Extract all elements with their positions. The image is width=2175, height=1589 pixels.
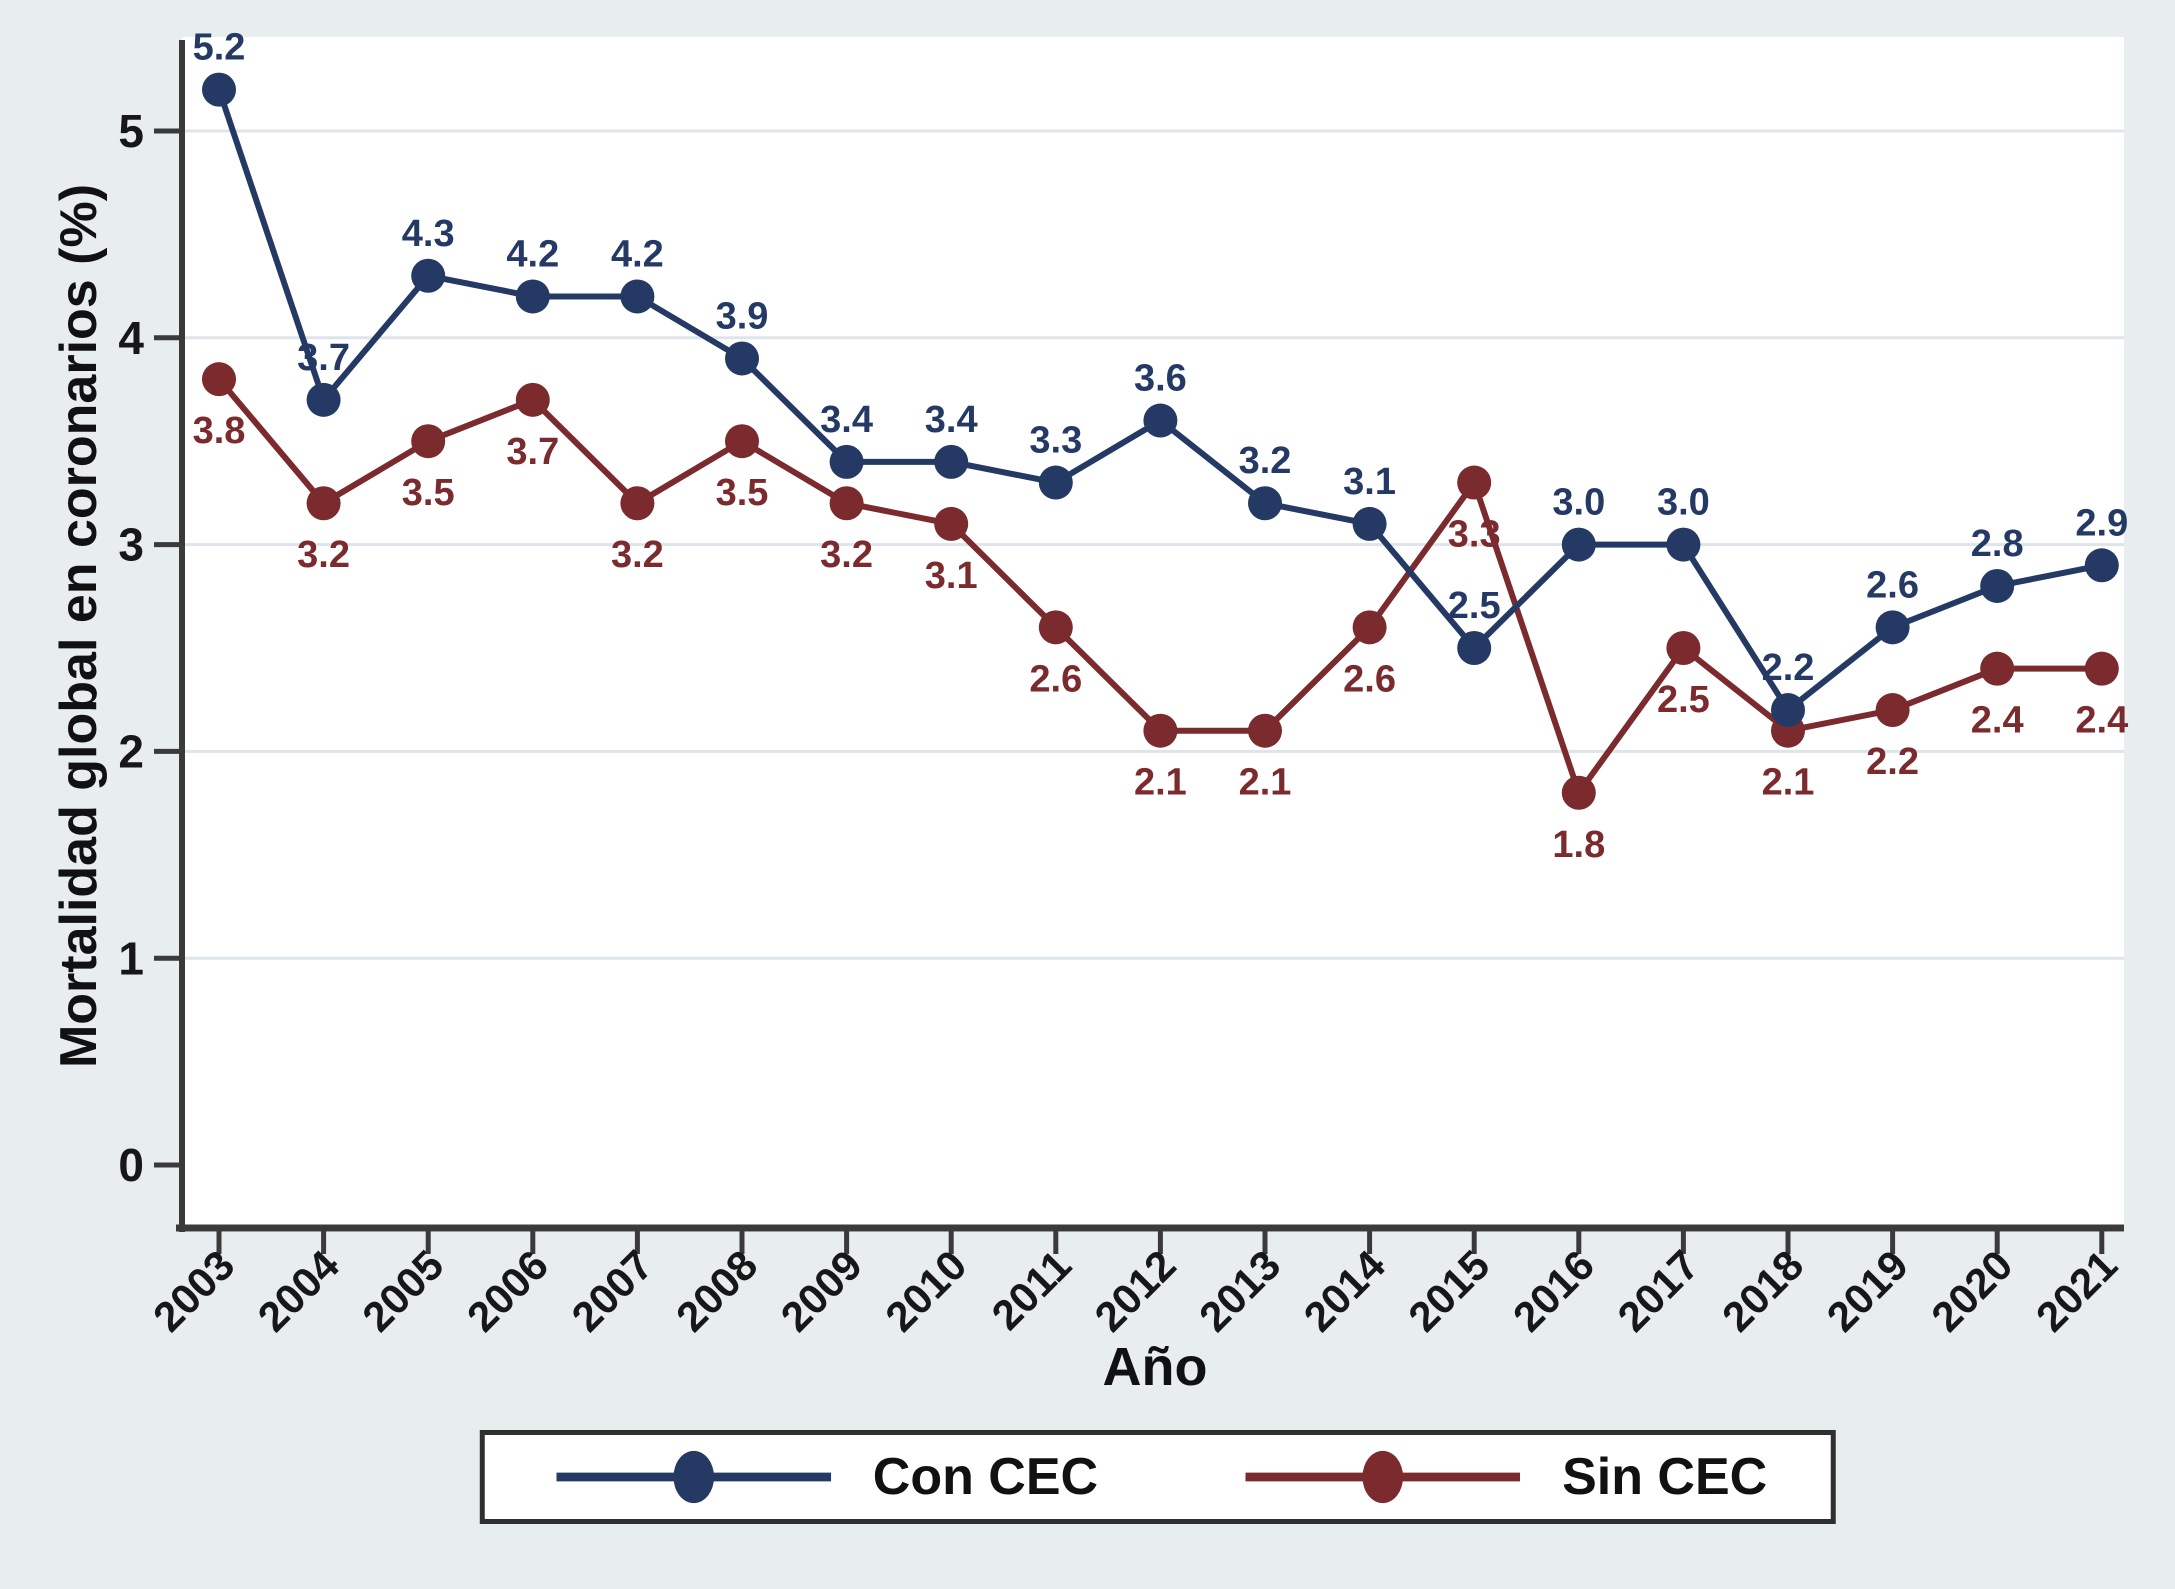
svg-text:2018: 2018 bbox=[1713, 1241, 1812, 1340]
svg-text:0: 0 bbox=[118, 1139, 144, 1191]
svg-text:2004: 2004 bbox=[249, 1241, 349, 1341]
svg-text:2.4: 2.4 bbox=[2075, 700, 2128, 742]
legend: Con CEC Sin CEC bbox=[479, 1430, 1837, 1524]
svg-text:4.3: 4.3 bbox=[402, 213, 455, 255]
svg-text:2.1: 2.1 bbox=[1762, 762, 1815, 804]
svg-text:2.9: 2.9 bbox=[2075, 502, 2128, 544]
svg-text:2.6: 2.6 bbox=[1343, 658, 1396, 700]
svg-text:2005: 2005 bbox=[353, 1241, 452, 1340]
svg-text:3.0: 3.0 bbox=[1552, 482, 1605, 524]
svg-text:2.2: 2.2 bbox=[1762, 647, 1815, 689]
svg-text:3.7: 3.7 bbox=[506, 431, 559, 473]
legend-label-sin-cec: Sin CEC bbox=[1562, 1448, 1768, 1506]
svg-text:3.6: 3.6 bbox=[1134, 358, 1187, 400]
svg-text:2014: 2014 bbox=[1295, 1241, 1395, 1341]
svg-text:2.6: 2.6 bbox=[1866, 564, 1919, 606]
svg-text:2009: 2009 bbox=[772, 1241, 871, 1340]
svg-text:2003: 2003 bbox=[144, 1241, 243, 1340]
svg-text:3.2: 3.2 bbox=[611, 534, 664, 576]
sin-cec-line-swatch bbox=[1245, 1450, 1521, 1504]
svg-text:3.4: 3.4 bbox=[820, 399, 873, 441]
svg-text:3.3: 3.3 bbox=[1448, 514, 1501, 556]
svg-text:2007: 2007 bbox=[562, 1241, 661, 1340]
svg-text:3.1: 3.1 bbox=[1343, 461, 1396, 503]
con-cec-line-swatch bbox=[556, 1450, 832, 1504]
svg-text:3.2: 3.2 bbox=[820, 534, 873, 576]
svg-text:2012: 2012 bbox=[1085, 1241, 1184, 1340]
svg-text:3.2: 3.2 bbox=[297, 534, 350, 576]
y-axis-title: Mortalidad global en coronarios (%) bbox=[50, 183, 108, 1069]
x-axis-title: Año bbox=[1102, 1337, 1208, 1397]
svg-text:2: 2 bbox=[118, 726, 144, 778]
svg-text:2.2: 2.2 bbox=[1866, 741, 1919, 783]
svg-text:3.1: 3.1 bbox=[925, 555, 978, 597]
svg-text:2006: 2006 bbox=[458, 1241, 557, 1340]
svg-text:2010: 2010 bbox=[876, 1241, 975, 1340]
svg-text:3: 3 bbox=[118, 519, 144, 571]
svg-text:2.6: 2.6 bbox=[1029, 658, 1082, 700]
svg-text:3.4: 3.4 bbox=[925, 399, 978, 441]
svg-text:2.8: 2.8 bbox=[1971, 523, 2024, 565]
svg-text:3.0: 3.0 bbox=[1657, 482, 1710, 524]
svg-text:2.5: 2.5 bbox=[1448, 585, 1501, 627]
svg-text:5: 5 bbox=[118, 105, 144, 157]
svg-text:2016: 2016 bbox=[1504, 1241, 1603, 1340]
svg-text:3.5: 3.5 bbox=[402, 472, 455, 514]
svg-text:4.2: 4.2 bbox=[611, 233, 664, 275]
svg-text:2020: 2020 bbox=[1922, 1241, 2021, 1340]
svg-text:2.4: 2.4 bbox=[1971, 700, 2024, 742]
legend-label-con-cec: Con CEC bbox=[872, 1448, 1099, 1506]
svg-text:2.5: 2.5 bbox=[1657, 679, 1710, 721]
svg-text:3.2: 3.2 bbox=[1239, 440, 1292, 482]
svg-text:2008: 2008 bbox=[667, 1241, 766, 1340]
svg-text:4.2: 4.2 bbox=[506, 233, 559, 275]
svg-text:3.5: 3.5 bbox=[716, 472, 769, 514]
svg-text:2.1: 2.1 bbox=[1134, 762, 1187, 804]
svg-text:4: 4 bbox=[118, 312, 144, 364]
svg-text:2021: 2021 bbox=[2027, 1241, 2126, 1340]
legend-item-sin-cec: Sin CEC bbox=[1238, 1447, 1767, 1507]
svg-text:2017: 2017 bbox=[1608, 1241, 1707, 1340]
svg-text:3.3: 3.3 bbox=[1029, 420, 1082, 462]
svg-text:2019: 2019 bbox=[1818, 1241, 1917, 1340]
svg-text:1: 1 bbox=[118, 932, 144, 984]
svg-text:2011: 2011 bbox=[982, 1241, 1080, 1339]
svg-text:2.1: 2.1 bbox=[1239, 762, 1292, 804]
svg-text:5.2: 5.2 bbox=[193, 27, 246, 69]
svg-text:3.8: 3.8 bbox=[193, 410, 246, 452]
svg-text:1.8: 1.8 bbox=[1552, 824, 1605, 866]
legend-item-con-cec: Con CEC bbox=[549, 1447, 1098, 1507]
svg-text:2013: 2013 bbox=[1190, 1241, 1289, 1340]
svg-text:2015: 2015 bbox=[1399, 1241, 1498, 1340]
svg-text:3.7: 3.7 bbox=[297, 337, 350, 379]
svg-text:3.9: 3.9 bbox=[716, 295, 769, 337]
